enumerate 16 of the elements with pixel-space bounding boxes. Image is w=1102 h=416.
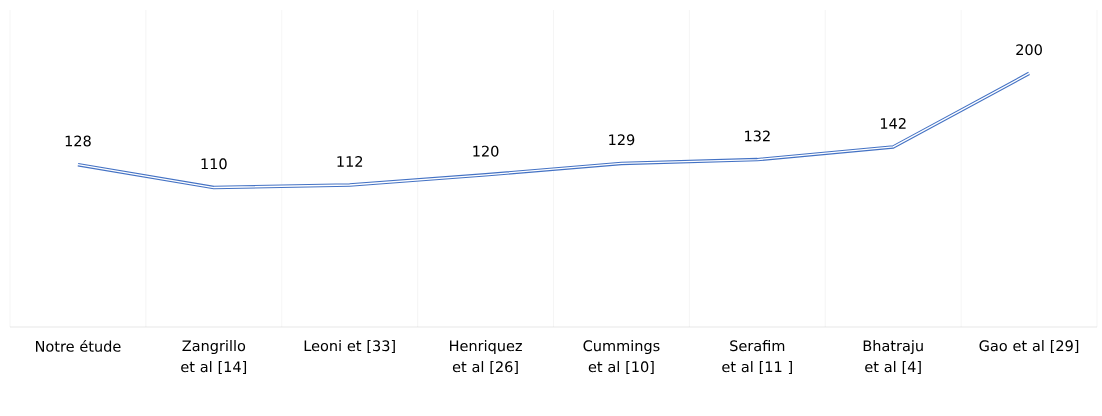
- x-tick-label: Bhatraju et al [4]: [863, 340, 923, 374]
- x-tick-label: Cummings et al [10]: [583, 340, 660, 374]
- data-label: 200: [1016, 44, 1042, 56]
- x-tick-label: Zangrillo et al [14]: [181, 340, 247, 374]
- x-tick-label: Henriquez et al [26]: [450, 340, 522, 374]
- x-tick-label: Notre étude: [36, 340, 121, 352]
- data-label: 110: [201, 158, 227, 170]
- data-label: 112: [337, 156, 363, 167]
- x-tick-label: Serafim et al [11 ]: [722, 340, 792, 374]
- x-tick-label: Gao et al [29]: [979, 340, 1079, 353]
- data-label: 132: [745, 130, 770, 142]
- data-label: 120: [473, 145, 499, 157]
- data-label: 142: [880, 117, 906, 129]
- data-label: 128: [65, 135, 91, 147]
- data-label: 129: [609, 134, 635, 146]
- x-tick-label: Leoni et [33]: [304, 340, 395, 353]
